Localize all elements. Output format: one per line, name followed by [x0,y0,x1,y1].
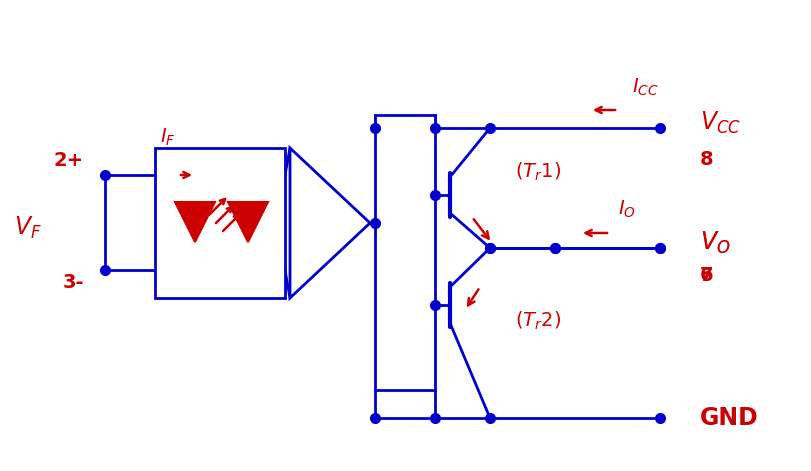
Text: 7: 7 [700,266,714,285]
Text: 2+: 2+ [54,151,84,170]
Text: $I_O$: $I_O$ [618,199,636,220]
Text: GND: GND [700,406,759,430]
Text: 6: 6 [700,266,714,285]
Bar [155,148,285,298]
Text: $I_{CC}$: $I_{CC}$ [632,77,659,98]
Polygon shape [228,202,268,242]
Text: $V_{CC}$: $V_{CC}$ [700,110,741,136]
Text: 8: 8 [700,150,714,169]
Text: $(T_r1)$: $(T_r1)$ [515,161,561,183]
Text: $V_O$: $V_O$ [700,230,731,256]
Bar [375,115,435,390]
Text: $I_F$: $I_F$ [160,127,176,148]
Text: 3-: 3- [62,274,84,292]
Text: $V_O$: $V_O$ [700,230,731,256]
Text: $V_F$: $V_F$ [14,215,42,241]
Polygon shape [290,148,370,298]
Text: $(T_r2)$: $(T_r2)$ [515,310,561,333]
Polygon shape [175,202,215,242]
